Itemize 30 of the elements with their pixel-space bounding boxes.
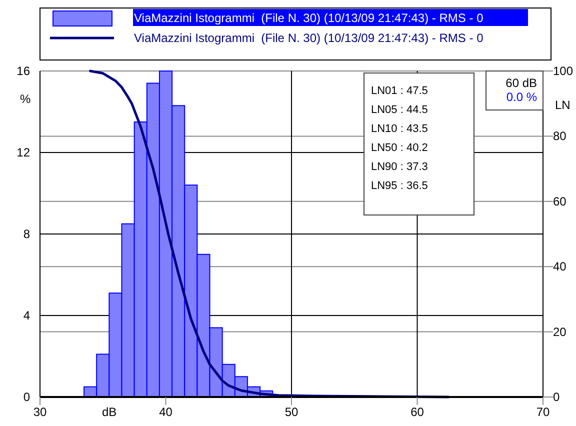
x-axis-title: dB — [102, 405, 117, 419]
x-tick-label: 30 — [33, 405, 47, 419]
y2-tick-label: 20 — [553, 324, 567, 339]
line-series — [89, 70, 450, 398]
y2-tick-label: 40 — [553, 260, 567, 274]
annotation: 60 dB — [506, 76, 537, 90]
y-tick-label: 0 — [23, 390, 30, 404]
annotation: LN50 : 40.2 — [371, 142, 428, 154]
annotation: LN01 : 47.5 — [371, 85, 428, 97]
y2-tick-label: 80 — [553, 129, 567, 144]
y-tick-label: 8 — [23, 227, 30, 241]
x-tick-label: 60 — [410, 405, 424, 419]
annotation: LN90 : 37.3 — [371, 161, 428, 173]
annotation: LN95 : 36.5 — [371, 180, 428, 192]
y-tick-label: 4 — [23, 308, 30, 322]
y2-axis-title: LN — [555, 98, 570, 112]
y-tick-label: 16 — [16, 64, 30, 78]
legend-label: ViaMazzini Istogrammi (File N. 30) (10/13/09 21:47:43) - RMS - 0 — [134, 11, 484, 25]
y2-tick-label: 100 — [553, 64, 574, 78]
x-tick-label: 50 — [284, 405, 298, 419]
annotation: 0.0 % — [506, 90, 538, 104]
y2-tick-label: 0 — [553, 390, 560, 404]
annotation: LN05 : 44.5 — [371, 104, 428, 116]
y-tick-label: 12 — [16, 146, 30, 160]
x-tick-label: 40 — [159, 405, 173, 419]
text: ViaMazzini Istogrammi (File N. 30) (10/13/09 21:47:43) - RMS - 0 — [134, 31, 484, 45]
x-tick-label: 70 — [536, 405, 550, 419]
y-axis-title: % — [20, 92, 31, 106]
annotation: LN10 : 43.5 — [371, 123, 428, 135]
y2-tick-label: 60 — [553, 194, 567, 208]
